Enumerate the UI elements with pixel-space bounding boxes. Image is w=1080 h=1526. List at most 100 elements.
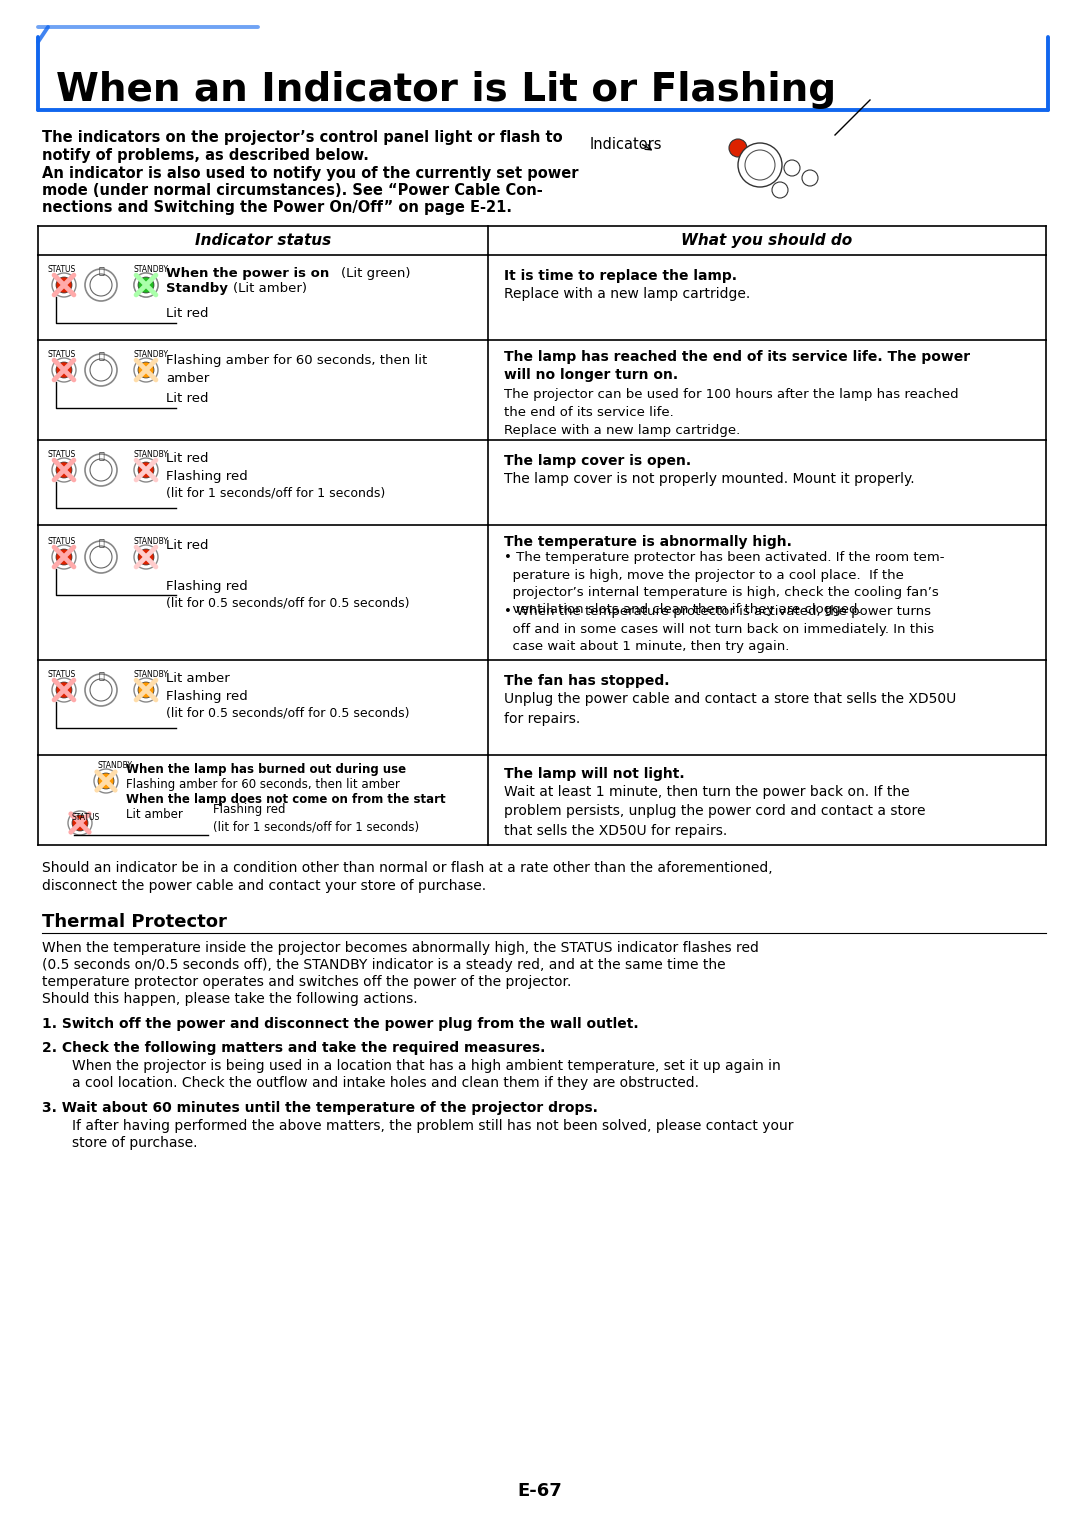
Text: Standby: Standby — [166, 282, 228, 295]
Circle shape — [85, 455, 117, 485]
Text: What you should do: What you should do — [681, 233, 852, 249]
Text: (0.5 seconds on/0.5 seconds off), the STANDBY indicator is a steady red, and at : (0.5 seconds on/0.5 seconds off), the ST… — [42, 958, 726, 972]
Text: STANDBY: STANDBY — [134, 349, 168, 359]
Text: The projector can be used for 100 hours after the lamp has reached
the end of it: The projector can be used for 100 hours … — [504, 388, 959, 436]
Circle shape — [56, 682, 72, 697]
Text: E-67: E-67 — [517, 1482, 563, 1500]
Text: nections and Switching the Power On/Off” on page E-21.: nections and Switching the Power On/Off”… — [42, 200, 512, 215]
Text: The lamp cover is open.: The lamp cover is open. — [504, 455, 691, 468]
Text: STATUS: STATUS — [72, 813, 100, 823]
Text: STATUS: STATUS — [48, 537, 77, 546]
Text: An indicator is also used to notify you of the currently set power: An indicator is also used to notify you … — [42, 166, 579, 182]
Circle shape — [738, 143, 782, 188]
Text: 3. Wait about 60 minutes until the temperature of the projector drops.: 3. Wait about 60 minutes until the tempe… — [42, 1100, 598, 1116]
Text: STANDBY: STANDBY — [98, 761, 133, 771]
Text: The lamp will not light.: The lamp will not light. — [504, 768, 685, 781]
Circle shape — [85, 674, 117, 707]
Circle shape — [85, 354, 117, 386]
Text: STANDBY: STANDBY — [134, 450, 168, 459]
Text: (Lit amber): (Lit amber) — [233, 282, 307, 295]
Circle shape — [90, 275, 112, 296]
Text: (lit for 0.5 seconds/off for 0.5 seconds): (lit for 0.5 seconds/off for 0.5 seconds… — [166, 597, 409, 610]
Circle shape — [745, 150, 775, 180]
Text: ⏻: ⏻ — [98, 266, 104, 275]
Circle shape — [138, 462, 154, 478]
Text: Flashing amber for 60 seconds, then lit
amber: Flashing amber for 60 seconds, then lit … — [166, 354, 428, 385]
Text: Should this happen, please take the following actions.: Should this happen, please take the foll… — [42, 992, 418, 1006]
Circle shape — [90, 459, 112, 481]
Circle shape — [85, 542, 117, 572]
Text: STATUS: STATUS — [48, 266, 77, 275]
Circle shape — [138, 362, 154, 378]
Text: (Lit green): (Lit green) — [341, 267, 410, 279]
Text: Thermal Protector: Thermal Protector — [42, 913, 227, 931]
Circle shape — [134, 678, 158, 702]
Circle shape — [802, 169, 818, 186]
Circle shape — [56, 462, 72, 478]
Circle shape — [784, 160, 800, 175]
Circle shape — [68, 810, 92, 835]
Text: Unplug the power cable and contact a store that sells the XD50U
for repairs.: Unplug the power cable and contact a sto… — [504, 691, 956, 725]
Circle shape — [90, 546, 112, 568]
Text: Lit red: Lit red — [166, 452, 208, 465]
Circle shape — [52, 545, 76, 569]
Circle shape — [138, 682, 154, 697]
Circle shape — [134, 273, 158, 298]
Circle shape — [56, 549, 72, 565]
Text: Flashing red
(lit for 1 seconds/off for 1 seconds): Flashing red (lit for 1 seconds/off for … — [213, 803, 419, 833]
Text: disconnect the power cable and contact your store of purchase.: disconnect the power cable and contact y… — [42, 879, 486, 893]
Circle shape — [52, 678, 76, 702]
Circle shape — [52, 273, 76, 298]
Text: Should an indicator be in a condition other than normal or flash at a rate other: Should an indicator be in a condition ot… — [42, 861, 772, 874]
Text: Flashing red: Flashing red — [166, 690, 247, 703]
Circle shape — [94, 769, 118, 794]
Text: Flashing amber for 60 seconds, then lit amber: Flashing amber for 60 seconds, then lit … — [126, 778, 400, 790]
Text: The lamp cover is not properly mounted. Mount it properly.: The lamp cover is not properly mounted. … — [504, 472, 915, 485]
Text: It is time to replace the lamp.: It is time to replace the lamp. — [504, 269, 737, 282]
Circle shape — [90, 679, 112, 700]
Circle shape — [98, 774, 114, 789]
Text: Lit amber: Lit amber — [166, 671, 230, 685]
Circle shape — [56, 362, 72, 378]
Text: (lit for 0.5 seconds/off for 0.5 seconds): (lit for 0.5 seconds/off for 0.5 seconds… — [166, 707, 409, 720]
Circle shape — [134, 545, 158, 569]
Text: When the projector is being used in a location that has a high ambient temperatu: When the projector is being used in a lo… — [72, 1059, 781, 1073]
Text: STANDBY: STANDBY — [134, 670, 168, 679]
Text: Lit red: Lit red — [166, 392, 208, 404]
Text: STANDBY: STANDBY — [134, 537, 168, 546]
Text: When an Indicator is Lit or Flashing: When an Indicator is Lit or Flashing — [56, 72, 836, 108]
Text: notify of problems, as described below.: notify of problems, as described below. — [42, 148, 369, 163]
Text: When the temperature inside the projector becomes abnormally high, the STATUS in: When the temperature inside the projecto… — [42, 942, 759, 955]
Circle shape — [52, 359, 76, 382]
Text: The lamp has reached the end of its service life. The power
will no longer turn : The lamp has reached the end of its serv… — [504, 349, 970, 383]
Text: store of purchase.: store of purchase. — [72, 1135, 198, 1151]
Circle shape — [138, 549, 154, 565]
Circle shape — [56, 278, 72, 293]
Circle shape — [729, 139, 747, 157]
Text: ⏻: ⏻ — [98, 450, 104, 459]
Text: Indicator status: Indicator status — [194, 233, 332, 249]
Text: Flashing red: Flashing red — [166, 580, 247, 594]
Text: • When the temperature protector is activated, the power turns
  off and in some: • When the temperature protector is acti… — [504, 604, 934, 653]
Text: When the power is on: When the power is on — [166, 267, 329, 279]
Circle shape — [772, 182, 788, 198]
Text: Lit red: Lit red — [166, 539, 208, 552]
Text: STATUS: STATUS — [48, 349, 77, 359]
Text: STATUS: STATUS — [48, 450, 77, 459]
Text: ⏻: ⏻ — [98, 537, 104, 546]
Text: STATUS: STATUS — [48, 670, 77, 679]
Circle shape — [72, 815, 87, 832]
Circle shape — [138, 278, 154, 293]
Circle shape — [134, 273, 158, 298]
Bar — [38, 21, 1048, 110]
Text: STANDBY: STANDBY — [134, 266, 168, 275]
Circle shape — [134, 458, 158, 482]
Text: If after having performed the above matters, the problem still has not been solv: If after having performed the above matt… — [72, 1119, 794, 1132]
Circle shape — [85, 269, 117, 301]
Text: a cool location. Check the outflow and intake holes and clean them if they are o: a cool location. Check the outflow and i… — [72, 1076, 699, 1090]
Text: mode (under normal circumstances). See “Power Cable Con-: mode (under normal circumstances). See “… — [42, 183, 543, 198]
Circle shape — [138, 278, 154, 293]
Text: (lit for 1 seconds/off for 1 seconds): (lit for 1 seconds/off for 1 seconds) — [166, 487, 386, 501]
Circle shape — [52, 458, 76, 482]
Text: The fan has stopped.: The fan has stopped. — [504, 674, 670, 688]
